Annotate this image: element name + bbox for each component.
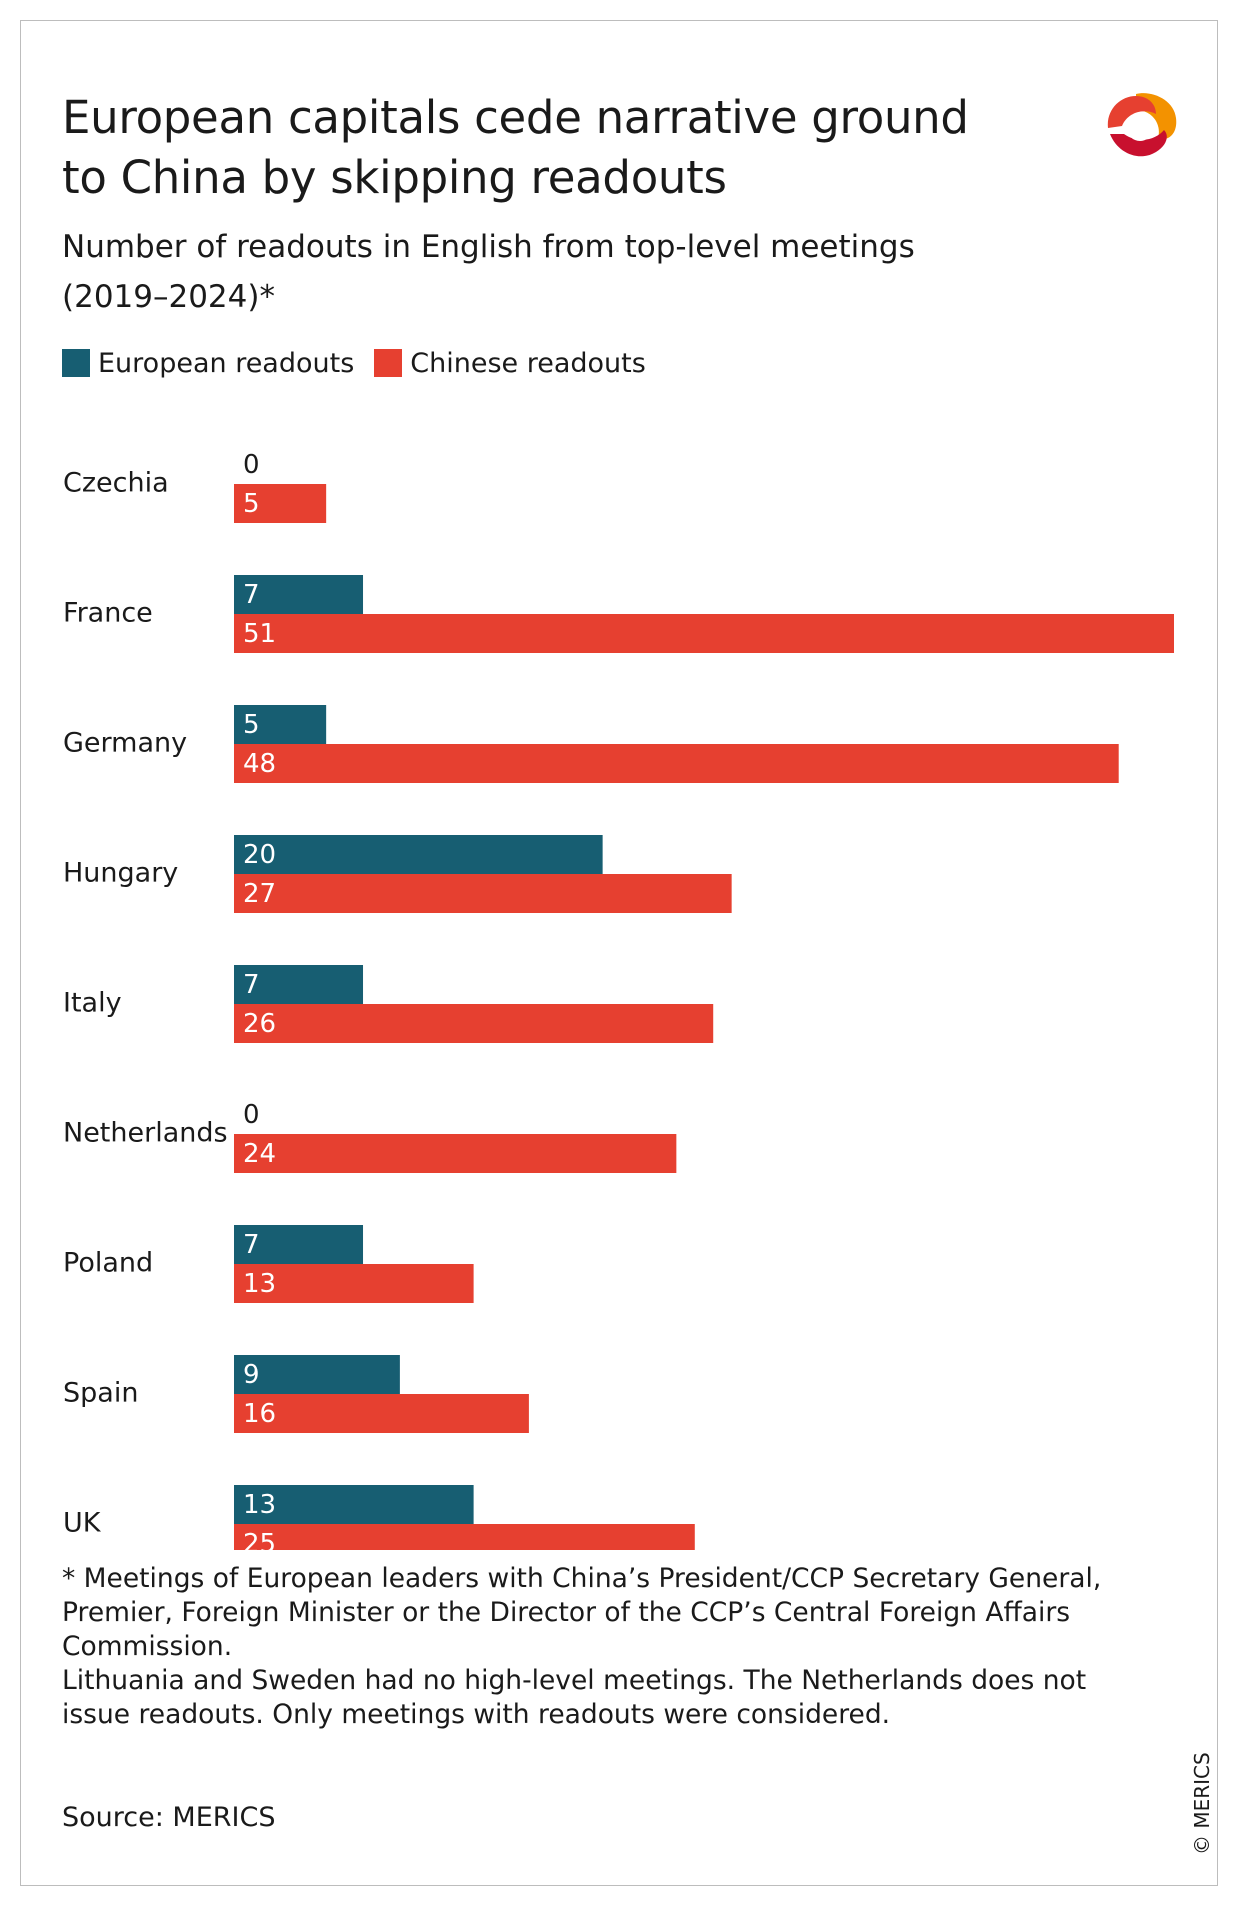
- value-label-european-italy: 7: [243, 970, 260, 1000]
- category-label-spain: Spain: [63, 1378, 138, 1409]
- category-label-france: France: [63, 598, 153, 629]
- logo-crimson-petal: [1110, 130, 1167, 157]
- bar-group-spain: Spain 9 16: [63, 1355, 529, 1433]
- value-label-european-spain: 9: [243, 1360, 260, 1390]
- bar-chinese-spain: [234, 1394, 529, 1433]
- legend-swatch-chinese: [374, 349, 403, 377]
- bar-group-italy: Italy 7 26: [63, 965, 714, 1043]
- value-label-chinese-netherlands: 24: [243, 1139, 276, 1169]
- footnote-asterisk: * Meetings of European leaders with Chin…: [62, 1563, 1102, 1662]
- value-label-chinese-uk: 25: [243, 1529, 276, 1550]
- bar-european-uk: [234, 1485, 474, 1524]
- chart-frame: [20, 20, 1218, 1886]
- footnote-extra: Lithuania and Sweden had no high-level m…: [62, 1665, 1087, 1730]
- legend-swatch-european: [62, 349, 90, 377]
- bar-european-hungary: [234, 835, 603, 874]
- bar-chinese-hungary: [234, 874, 732, 913]
- legend-item-european: European readouts: [62, 348, 354, 379]
- chart-subtitle: Number of readouts in English from top-l…: [62, 229, 915, 315]
- bar-chinese-uk: [234, 1524, 695, 1550]
- bar-european-italy: [234, 965, 364, 1004]
- value-label-european-hungary: 20: [243, 840, 276, 870]
- bar-group-uk: UK 13 25: [63, 1485, 695, 1550]
- bar-chinese-poland: [234, 1264, 474, 1303]
- bar-group-czechia: Czechia 0 5: [63, 450, 327, 523]
- value-label-chinese-spain: 16: [243, 1399, 276, 1429]
- bar-european-spain: [234, 1355, 400, 1394]
- value-label-european-czechia: 0: [243, 450, 260, 480]
- legend-label-european: European readouts: [98, 347, 355, 379]
- bar-chinese-france: [234, 614, 1174, 653]
- category-label-germany: Germany: [63, 728, 187, 759]
- category-label-italy: Italy: [63, 988, 122, 1019]
- value-label-european-uk: 13: [243, 1490, 276, 1520]
- bar-group-germany: Germany 5 48: [63, 705, 1119, 783]
- category-label-czechia: Czechia: [63, 468, 169, 499]
- logo-center: [1127, 115, 1153, 141]
- legend: European readouts Chinese readouts: [62, 345, 666, 381]
- value-label-chinese-czechia: 5: [243, 489, 260, 519]
- bar-group-hungary: Hungary 20 27: [63, 835, 732, 913]
- chart-title: European capitals cede narrative ground …: [62, 91, 969, 204]
- category-label-netherlands: Netherlands: [63, 1118, 228, 1149]
- legend-label-chinese: Chinese readouts: [410, 347, 646, 379]
- value-label-european-france: 7: [243, 580, 260, 610]
- bar-chinese-germany: [234, 744, 1119, 783]
- bar-chinese-italy: [234, 1004, 714, 1043]
- bar-group-poland: Poland 7 13: [63, 1225, 474, 1303]
- value-label-chinese-poland: 13: [243, 1269, 276, 1299]
- category-label-hungary: Hungary: [63, 858, 178, 889]
- bar-group-netherlands: Netherlands 0 24: [63, 1100, 677, 1173]
- merics-logo-icon: [1107, 93, 1177, 157]
- bar-european-poland: [234, 1225, 364, 1264]
- value-label-european-netherlands: 0: [243, 1100, 260, 1130]
- value-label-chinese-italy: 26: [243, 1009, 276, 1039]
- bar-chinese-czechia: [234, 484, 327, 523]
- bar-european-germany: [234, 705, 327, 744]
- bar-chart: Czechia 0 5 France 7 51 Germany 5 48 Hungary 20 27 I…: [63, 450, 1174, 1550]
- bar-chinese-netherlands: [234, 1134, 677, 1173]
- value-label-european-poland: 7: [243, 1230, 260, 1260]
- category-label-poland: Poland: [63, 1248, 153, 1279]
- bar-group-france: France 7 51: [63, 575, 1174, 653]
- bar-european-france: [234, 575, 364, 614]
- value-label-european-germany: 5: [243, 710, 260, 740]
- logo-red-petal: [1107, 96, 1156, 128]
- legend-item-chinese: Chinese readouts: [374, 348, 646, 379]
- source-note: Source: MERICS: [62, 1802, 276, 1833]
- value-label-chinese-france: 51: [243, 619, 276, 649]
- category-label-uk: UK: [63, 1508, 102, 1539]
- value-label-chinese-germany: 48: [243, 749, 276, 779]
- value-label-chinese-hungary: 27: [243, 879, 276, 909]
- copyright-note: © MERICS: [1190, 1752, 1214, 1855]
